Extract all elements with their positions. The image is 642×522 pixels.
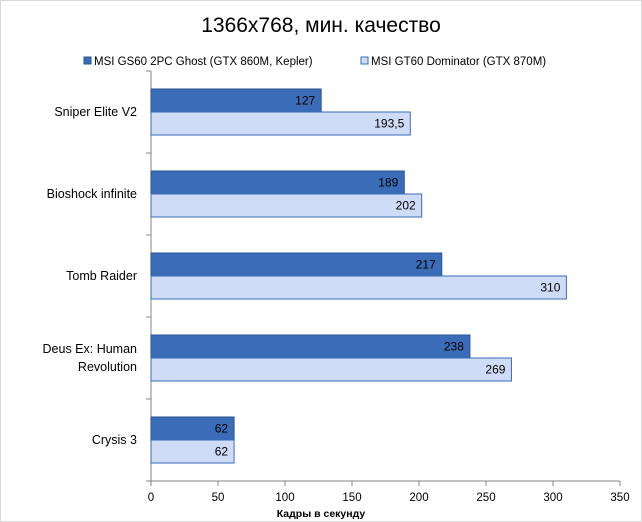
x-tick-label: 100 [275,492,294,504]
x-axis-title: Кадры в секунду [277,508,366,520]
category-label: Deus Ex: Human [43,342,138,356]
legend-label: MSI GT60 Dominator (GTX 870M) [371,56,546,68]
legend-swatch [360,56,369,65]
bar-series-1 [150,170,405,195]
data-label: 202 [396,199,416,213]
data-label: 62 [215,445,229,459]
bar-series-2 [150,357,512,382]
chart-title: 1366x768, мин. качество [201,14,441,37]
data-label: 127 [295,94,315,108]
x-tick-label: 0 [148,492,154,504]
bar-series-2 [150,439,235,464]
plot-area: 0 50 100 150 200 250 300 350 127 193,5 Sniper Elit… [43,70,630,504]
legend: MSI GS60 2PC Ghost (GTX 860M, Kepler) MSI… [83,56,546,68]
data-label: 189 [378,176,398,190]
x-tick-label: 50 [212,492,225,504]
data-label: 217 [416,258,436,272]
x-tick-label: 350 [610,492,629,504]
bar-series-2 [150,275,567,300]
x-tick-label: 250 [476,492,495,504]
data-label: 269 [485,363,505,377]
legend-label: MSI GS60 2PC Ghost (GTX 860M, Kepler) [94,56,313,68]
bar-series-2 [150,193,423,218]
data-label: 193,5 [374,117,404,131]
category-label: Tomb Raider [66,269,137,283]
category-label: Crysis 3 [92,433,137,447]
x-tick-label: 200 [409,492,428,504]
category-label: Sniper Elite V2 [54,105,137,119]
data-label: 62 [215,422,229,436]
data-label: 310 [540,281,560,295]
x-tick-label: 300 [543,492,562,504]
bar-series-1 [150,252,443,277]
category-label: Revolution [78,360,137,374]
bar-series-1 [150,334,471,359]
x-tick-label: 150 [342,492,361,504]
data-label: 238 [444,340,464,354]
category-label: Bioshock infinite [47,187,137,201]
bar-series-2 [150,111,411,136]
legend-swatch [83,56,92,65]
